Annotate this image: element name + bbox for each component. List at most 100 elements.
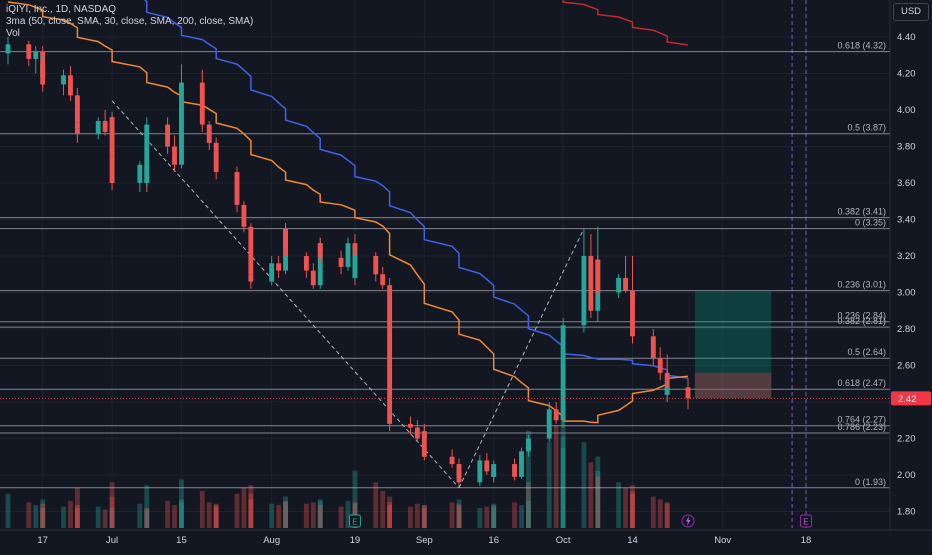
candle-body — [74, 95, 80, 123]
volume-bar — [373, 482, 379, 528]
volume-bar — [456, 503, 462, 528]
volume-bar — [283, 502, 288, 528]
time-axis-label: Aug — [263, 535, 280, 546]
candle-body — [269, 263, 275, 282]
candle-body — [310, 270, 316, 286]
time-axis-label: Nov — [714, 535, 731, 546]
position-stop-zone[interactable] — [694, 372, 772, 399]
volume-bar — [241, 488, 247, 528]
volume-bar — [310, 502, 316, 528]
volume-bar — [421, 505, 427, 528]
price-axis-tick: 2.80 — [897, 324, 916, 335]
volume-bar — [40, 499, 46, 528]
candle-body — [414, 427, 420, 439]
volume-bar — [179, 499, 184, 528]
candle-body — [630, 292, 635, 322]
candle-body — [317, 243, 323, 258]
volume-bar — [546, 442, 552, 528]
time-axis-label: Jul — [106, 535, 118, 546]
fib-level-label: 0.236 (3.01) — [837, 280, 886, 290]
volume-bar — [144, 508, 150, 528]
candle-body — [456, 469, 462, 483]
candle-body — [95, 120, 101, 134]
volume-bar — [303, 503, 309, 528]
candle-body — [581, 256, 587, 326]
volume-bar — [560, 436, 566, 528]
volume-bar — [595, 476, 601, 528]
candle-body — [525, 438, 531, 450]
earnings-marker-label: E — [803, 518, 808, 527]
volume-bar — [421, 508, 427, 528]
volume-bar — [553, 425, 559, 528]
symbol-title[interactable]: iQIYI, Inc., 1D, NASDAQ — [6, 4, 117, 15]
earnings-marker[interactable] — [348, 514, 361, 528]
candle-body — [61, 75, 66, 85]
candle-body — [657, 358, 663, 373]
volume-bar — [630, 490, 635, 528]
volume-bar — [414, 503, 420, 528]
candle-body — [179, 82, 184, 116]
volume-bar — [630, 493, 635, 528]
volume-bar — [380, 490, 386, 528]
trend-line — [111, 100, 460, 489]
volume-bar — [68, 500, 73, 528]
candle-body — [387, 358, 393, 413]
volume-bar — [525, 500, 531, 528]
candle-body — [68, 75, 73, 96]
candle-body — [179, 115, 184, 132]
fib-level-label: 0.786 (2.23) — [837, 422, 886, 432]
candle-body — [109, 155, 115, 183]
volume-bar — [525, 430, 531, 528]
price-axis-tick: 4.20 — [897, 69, 916, 80]
price-axis-tick: 2.00 — [897, 470, 916, 481]
volume-bar — [588, 462, 594, 528]
lightning-glyph — [686, 516, 691, 526]
candle-body — [172, 146, 177, 165]
volume-bar — [40, 508, 46, 528]
fib-level-label: 0 (1.93) — [855, 477, 886, 487]
candle-body — [630, 321, 635, 337]
volume-bar — [172, 505, 177, 528]
candle-body — [144, 124, 150, 183]
candle-body — [317, 263, 323, 286]
volume-bar — [144, 509, 150, 528]
fib-level-label: 0.236 (2.84) — [837, 311, 886, 321]
volume-bar — [650, 496, 656, 528]
volume-bar — [109, 482, 115, 528]
candle-body — [303, 256, 309, 271]
price-axis-tick: 2.60 — [897, 361, 916, 372]
candle-body — [477, 460, 483, 483]
candle-body — [553, 409, 559, 421]
time-axis-label: 16 — [488, 535, 499, 546]
candle-body — [484, 460, 490, 472]
volume-bar — [248, 485, 254, 528]
earnings-marker[interactable] — [799, 514, 812, 528]
ma-indicator-label[interactable]: 3ma (50, close, SMA, 30, close, SMA, 200… — [6, 16, 254, 27]
volume-bar — [387, 505, 393, 528]
volume-bar — [33, 505, 39, 528]
price-axis-tick: 4.40 — [897, 32, 916, 43]
volume-bar — [213, 503, 219, 528]
volume-bar — [179, 502, 184, 528]
candle-body — [650, 336, 656, 359]
fib-level-label: 0.382 (2.81) — [837, 316, 886, 326]
currency-button[interactable]: USD — [893, 3, 929, 21]
candle-body — [283, 252, 288, 271]
time-axis-label: Sep — [416, 535, 433, 546]
volume-bar — [234, 493, 240, 528]
candle-body — [616, 277, 622, 293]
candle-body — [421, 449, 427, 457]
volume-bar — [317, 500, 323, 528]
candle-body — [179, 131, 184, 165]
volume-bar — [144, 485, 150, 528]
time-axis-label: Oct — [556, 535, 571, 546]
candle-body — [213, 161, 219, 173]
volume-bar — [421, 505, 427, 528]
volume-bar — [109, 508, 115, 528]
candle-body — [449, 456, 455, 465]
volume-indicator-label[interactable]: Vol — [6, 28, 20, 39]
volume-bar — [352, 470, 358, 528]
position-target-zone[interactable] — [694, 290, 772, 399]
